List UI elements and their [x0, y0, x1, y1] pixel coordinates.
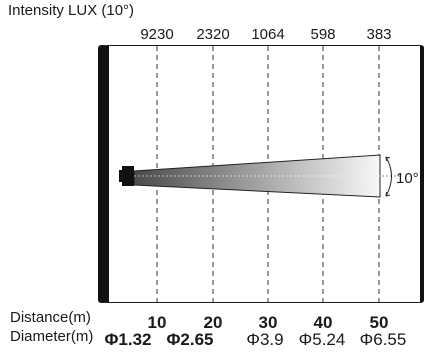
diameter-10m: Φ1.32 — [104, 330, 152, 349]
distance-50m: 50 — [369, 313, 389, 332]
lux-value-10m: 9230 — [140, 26, 174, 43]
lux-value-20m: 2320 — [196, 26, 230, 43]
diameter-50m: Φ6.55 — [359, 330, 407, 349]
beam-angle-label: 10° — [396, 170, 419, 187]
lux-value-30m: 1064 — [251, 26, 285, 43]
lux-value-50m: 383 — [366, 26, 392, 43]
distance-30m: 30 — [258, 313, 278, 332]
diameter-row-label: Diameter(m) — [10, 328, 94, 345]
fixture-mount — [119, 170, 123, 182]
distance-20m: 20 — [203, 313, 223, 332]
arc-arrow-top — [385, 156, 391, 162]
beam-angle-arc — [385, 156, 392, 197]
diameter-30m: Φ3.9 — [246, 330, 284, 349]
diameter-40m: Φ5.24 — [298, 330, 346, 349]
distance-row-label: Distance(m) — [10, 309, 91, 326]
distance-40m: 40 — [313, 313, 333, 332]
lux-value-40m: 598 — [310, 26, 336, 43]
arc-arrow-bottom — [385, 191, 391, 197]
diameter-20m: Φ2.65 — [166, 330, 214, 349]
diagram-title: Intensity LUX (10°) — [8, 2, 135, 19]
distance-10m: 10 — [147, 313, 167, 332]
fixture-icon — [122, 166, 134, 186]
